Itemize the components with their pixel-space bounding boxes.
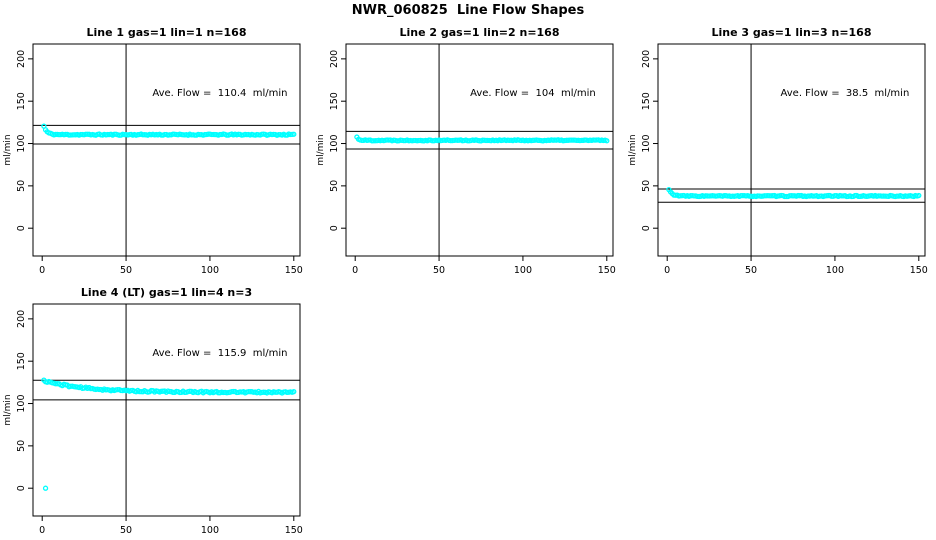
subplot-3: 0 50 100 150 0 50 100 150 200 ml/min Line 3 gas=1 …: [628, 26, 928, 276]
y-tick-label: 100: [16, 394, 27, 412]
y-axis-title: ml/min: [316, 134, 326, 165]
subplot-4: 0 50 100 150 0 50 100 150 200 ml/min Line 4 (LT) g…: [3, 286, 303, 536]
plot-box: [657, 43, 926, 257]
y-tick-label: 100: [641, 134, 652, 152]
y-tick-label: 200: [641, 50, 652, 68]
y-tick-label: 150: [329, 92, 340, 110]
y-tick-label: 50: [329, 180, 340, 192]
y-tick-label: 150: [16, 92, 27, 110]
subplot-title: Line 4 (LT) gas=1 lin=4 n=3: [81, 286, 252, 299]
x-tick-label: 150: [598, 265, 616, 276]
subplot-title: Line 2 gas=1 lin=2 n=168: [399, 26, 559, 39]
x-tick-label: 50: [745, 265, 757, 276]
data-point: [604, 138, 610, 144]
y-tick-label: 0: [641, 225, 652, 231]
y-tick-label: 200: [329, 50, 340, 68]
ave-flow-annotation: Ave. Flow = 104 ml/min: [470, 88, 596, 99]
x-tick-label: 100: [201, 265, 219, 276]
x-tick-label: 100: [826, 265, 844, 276]
y-tick-label: 100: [16, 134, 27, 152]
y-tick-label: 50: [16, 180, 27, 192]
plot-box: [345, 43, 614, 257]
ave-flow-annotation: Ave. Flow = 110.4 ml/min: [152, 88, 287, 99]
y-tick-label: 150: [641, 92, 652, 110]
subplot-title: Line 3 gas=1 lin=3 n=168: [711, 26, 871, 39]
y-tick-label: 100: [329, 134, 340, 152]
y-tick-label: 50: [16, 440, 27, 452]
y-tick-label: 0: [16, 225, 27, 231]
y-axis-title: ml/min: [3, 134, 13, 165]
figure-title: NWR_060825 Line Flow Shapes: [351, 3, 585, 18]
x-tick-label: 50: [120, 265, 132, 276]
x-tick-label: 150: [285, 265, 303, 276]
x-tick-label: 50: [433, 265, 445, 276]
x-tick-label: 100: [514, 265, 532, 276]
subplot-1: 0 50 100 150 0 50 100 150 200 ml/min Line 1 gas=1 …: [3, 26, 303, 276]
x-tick-label: 0: [39, 525, 45, 536]
data-point: [291, 389, 297, 395]
subplot-2: 0 50 100 150 0 50 100 150 200 ml/min Line 2 gas=1 …: [316, 26, 616, 276]
plot-box: [32, 303, 301, 517]
ave-flow-annotation: Ave. Flow = 38.5 ml/min: [781, 88, 910, 99]
y-tick-label: 0: [329, 225, 340, 231]
y-tick-label: 200: [16, 310, 27, 328]
y-tick-label: 200: [16, 50, 27, 68]
y-axis-title: ml/min: [628, 134, 638, 165]
y-tick-label: 50: [641, 180, 652, 192]
x-tick-label: 150: [910, 265, 928, 276]
x-tick-label: 100: [201, 525, 219, 536]
y-axis-title: ml/min: [3, 394, 13, 425]
plot-box: [32, 43, 301, 257]
x-tick-label: 50: [120, 525, 132, 536]
outlier-point: [42, 485, 49, 491]
data-point: [291, 131, 297, 137]
x-tick-label: 0: [352, 265, 358, 276]
x-tick-label: 0: [39, 265, 45, 276]
ave-flow-annotation: Ave. Flow = 115.9 ml/min: [152, 348, 287, 359]
y-tick-label: 0: [16, 485, 27, 491]
x-tick-label: 150: [285, 525, 303, 536]
y-tick-label: 150: [16, 352, 27, 370]
x-tick-label: 0: [664, 265, 670, 276]
subplot-title: Line 1 gas=1 lin=1 n=168: [86, 26, 246, 39]
data-point: [916, 192, 922, 199]
